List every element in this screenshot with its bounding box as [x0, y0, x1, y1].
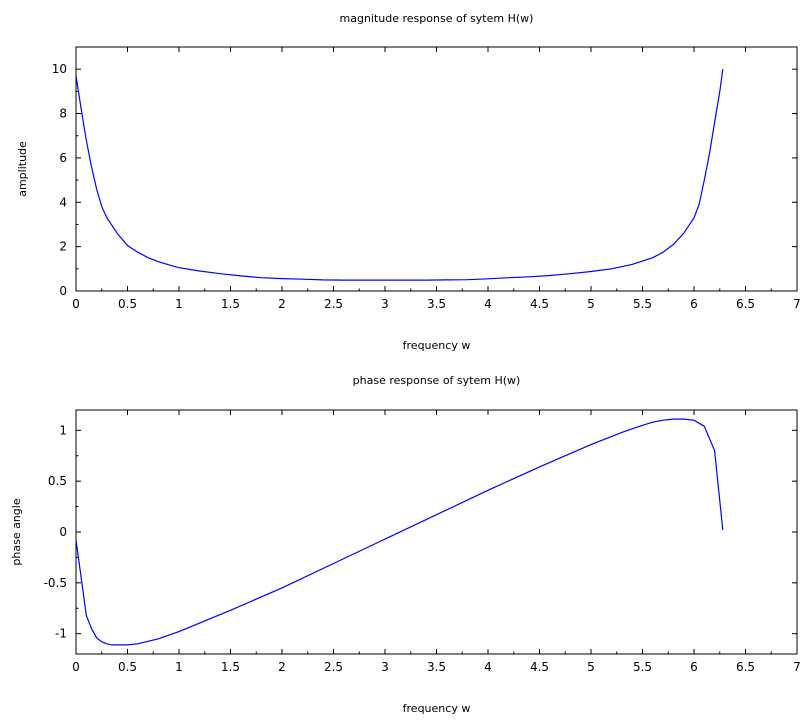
y-tick-label: 4 — [59, 195, 67, 209]
x-tick-label: 0.5 — [118, 297, 137, 311]
x-tick-label: 5.5 — [633, 660, 652, 674]
y-tick-label: 2 — [59, 240, 67, 254]
y-tick-label: 10 — [52, 62, 67, 76]
y-axis-label: phase angle — [10, 498, 23, 565]
plot-2: phase response of sytem H(w) 0 0.5 1 1.5 2 2.5… — [10, 374, 801, 715]
x-tick-label: 3.5 — [427, 660, 446, 674]
y-tick-label: -0.5 — [44, 576, 67, 590]
x-axis-label: frequency w — [403, 339, 471, 352]
x-tick-label: 6.5 — [736, 297, 755, 311]
y-tick-label: 1 — [59, 423, 67, 437]
x-tick-label: 4.5 — [530, 297, 549, 311]
x-tick-label: 1.5 — [221, 660, 240, 674]
x-tick-label: 5 — [587, 297, 595, 311]
x-tick-label: 7 — [793, 660, 801, 674]
y-tick-label: 8 — [59, 107, 67, 121]
x-tick-label: 6.5 — [736, 660, 755, 674]
x-tick-label: 6 — [690, 660, 698, 674]
x-tick-label: 2 — [278, 660, 286, 674]
x-tick-label: 2 — [278, 297, 286, 311]
x-tick-label: 5 — [587, 660, 595, 674]
x-tick-label: 1.5 — [221, 297, 240, 311]
y-axis-label: amplitude — [16, 141, 29, 197]
x-tick-label: 0.5 — [118, 660, 137, 674]
y-tick-label: 0.5 — [48, 474, 67, 488]
x-tick-label: 1 — [175, 660, 183, 674]
series-line-1 — [75, 69, 724, 281]
chart-title: magnitude response of sytem H(w) — [340, 12, 534, 25]
series-line-1 — [75, 418, 724, 646]
x-tick-label: 6 — [690, 297, 698, 311]
x-tick-label: 5.5 — [633, 297, 652, 311]
x-tick-label: 4 — [484, 660, 492, 674]
x-tick-label: 3.5 — [427, 297, 446, 311]
y-tick-label: 0 — [59, 284, 67, 298]
x-axis-label: frequency w — [403, 702, 471, 715]
y-tick-label: 0 — [59, 525, 67, 539]
y-tick-label: -1 — [55, 627, 67, 641]
x-tick-label: 3 — [381, 297, 389, 311]
x-tick-label: 0 — [72, 297, 80, 311]
x-tick-label: 2.5 — [324, 297, 343, 311]
y-tick-label: 6 — [59, 151, 67, 165]
chart-title: phase response of sytem H(w) — [353, 374, 521, 387]
plot-1: magnitude response of sytem H(w) 0 0.5 1 1.5… — [16, 12, 801, 352]
x-tick-label: 0 — [72, 660, 80, 674]
x-tick-label: 4.5 — [530, 660, 549, 674]
x-tick-label: 2.5 — [324, 660, 343, 674]
x-tick-label: 7 — [793, 297, 801, 311]
x-tick-label: 4 — [484, 297, 492, 311]
x-tick-label: 3 — [381, 660, 389, 674]
x-tick-label: 1 — [175, 297, 183, 311]
